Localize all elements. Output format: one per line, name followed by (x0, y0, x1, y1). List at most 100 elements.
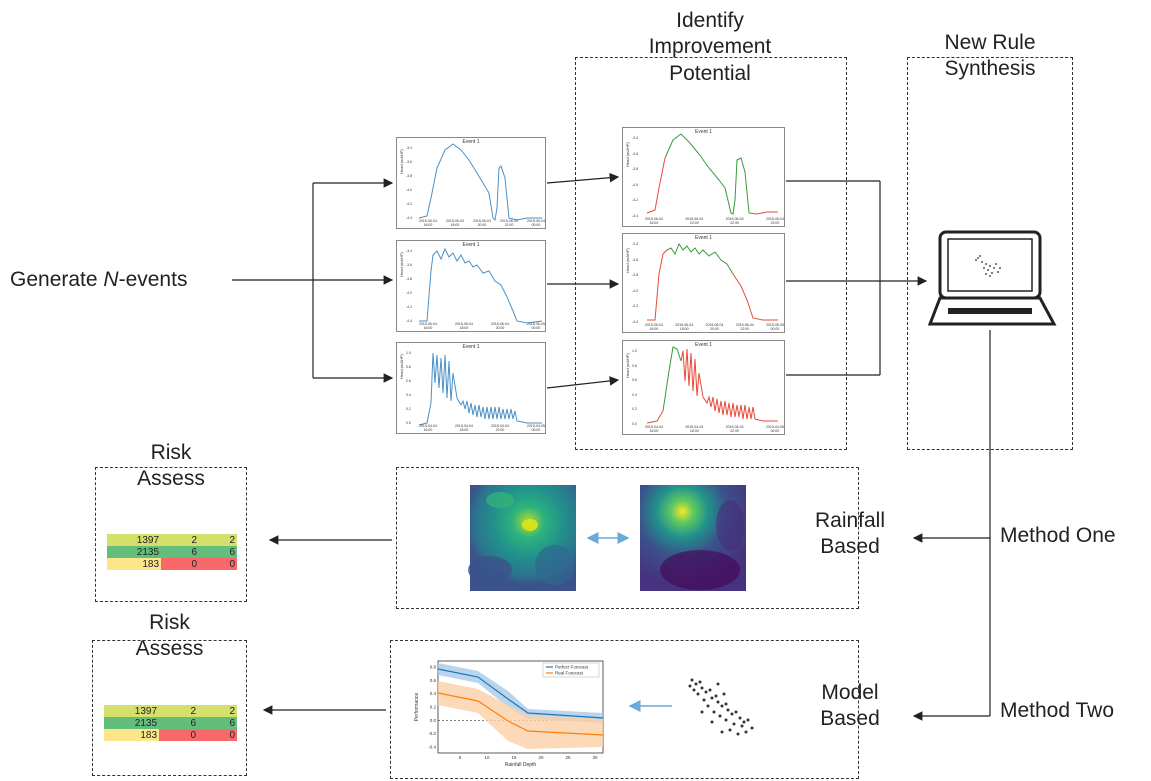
x-tick-label: 2015-06-04 16:00 (419, 219, 437, 227)
y-tick-label: -4.2 (406, 202, 413, 206)
real-band (438, 681, 603, 749)
x-tick-label: 2015-06-04 20:00 (473, 219, 491, 227)
x-tick-label: 2015-06-04 22:00 (725, 217, 744, 225)
performance-chart: 0.8 0.6 0.4 0.2 0.0 -0.2 -0.4 5 10 15 20 25 30 Rainfa… (414, 660, 604, 768)
y-tick-label: -4.2 (406, 305, 413, 309)
x-tick-label: 2015-06-04 20:00 (705, 323, 724, 331)
x-tick-label: 2015-06-04 16:00 (419, 322, 437, 330)
risk-row: 1397 2 2 (107, 534, 237, 546)
y-tick-label: 0.0 (430, 718, 437, 723)
x-tick-label: 2015-06-04 00:00 (527, 219, 545, 227)
generate-label: Generate N-events (10, 268, 188, 291)
event-line-red (646, 410, 664, 424)
event-line (418, 143, 542, 222)
x-tick-label: 20 (538, 755, 544, 760)
y-tick-label: 0.2 (632, 407, 637, 412)
risk-cell: 0 (161, 558, 200, 570)
model-box (390, 640, 859, 779)
x-tick-label: 2015-06-04 18:00 (446, 219, 464, 227)
y-tick-label: 0.0 (406, 421, 411, 425)
y-tick-label: -4.0 (406, 188, 413, 192)
risk-heading-top: Risk Assess (137, 441, 205, 491)
legend-box (542, 662, 600, 678)
real-line (437, 692, 604, 736)
y-tick-label: 0.0 (632, 422, 637, 426)
risk-cell: 183 (104, 729, 160, 741)
x-tick-label: 2015-04-05 00:00 (766, 425, 784, 433)
event-plot-right-3: Event 1 Head (mAHP) 1.0 0.8 0.6 0.4 0.2 0.0 20… (622, 340, 785, 435)
event-plot-title: Event 1 (695, 342, 712, 348)
y-tick-label: -3.6 (406, 160, 413, 164)
y-tick-label: -4.2 (632, 198, 639, 203)
identify-heading: Identify Improvement Potential (648, 9, 772, 85)
event-line-red (647, 249, 668, 321)
event-line-red (732, 273, 778, 321)
y-tick-label: -3.8 (632, 167, 639, 172)
y-tick-label: 0.8 (406, 365, 411, 369)
event-plot-left-3: Event 1 Head (mAHP) 1.0 0.8 0.6 0.4 0.2 0.0 20… (396, 342, 546, 434)
y-tick-label: -4.4 (632, 214, 639, 218)
y-tick-label: -4.0 (632, 288, 639, 293)
event-line-green (662, 346, 682, 412)
risk-cell: 6 (161, 546, 200, 558)
x-tick-label: 2015-06-04 22:00 (685, 217, 704, 225)
risk-cell: 2 (199, 534, 237, 546)
risk-cell: 1397 (107, 534, 162, 546)
perfect-line (437, 668, 604, 719)
y-tick-label: 0.6 (406, 379, 411, 383)
risk-cell: 1397 (104, 705, 160, 717)
network-scatter-icon (975, 255, 1001, 277)
x-tick-label: 2015-06-04 22:00 (735, 323, 754, 331)
risk-cell: 6 (199, 546, 237, 558)
risk-row: 2135 6 6 (107, 546, 237, 558)
x-tick-label: 2015-04-04 18:00 (455, 424, 473, 432)
x-tick-label: 2015-06-04 18:00 (675, 323, 694, 331)
y-tick-label: -4.4 (406, 319, 413, 323)
method-one-label: Method One (1000, 524, 1116, 547)
x-tick-label: 2015-06-04 16:00 (645, 323, 663, 331)
y-tick-label: -3.4 (406, 146, 413, 150)
risk-heading-bottom: Risk Assess (135, 611, 204, 661)
y-tick-label: -3.4 (632, 136, 639, 140)
event-plot-title: Event 1 (695, 129, 712, 135)
event-line-red (680, 348, 778, 422)
y-tick-label: -4.0 (632, 182, 639, 187)
event-plot-title: Event 1 (462, 242, 480, 248)
y-tick-label: 0.8 (632, 363, 637, 368)
event-plot-right-2: Event 1 Head (mAHP) -3.4 -3.6 -3.8 -4.0 -4.2… (622, 233, 785, 333)
x-tick-label: 2015-04-04 22:00 (725, 425, 744, 433)
event-plot-left-1: Event 1 Head (mAHP) -3.4 -3.6 -3.8 -4.0 -4.2… (396, 137, 546, 229)
x-tick-label: 5 (459, 755, 462, 760)
risk-cell: 0 (199, 558, 237, 570)
x-tick-label: 2015-06-04 22:00 (500, 219, 518, 227)
x-axis-label: Rainfall Depth (505, 762, 537, 768)
event-line-green (664, 133, 750, 215)
risk-cell: 0 (159, 729, 198, 741)
event-line (419, 247, 543, 324)
y-tick-label: -4.4 (406, 216, 413, 220)
y-tick-label: -3.4 (406, 249, 413, 253)
event-plot-left-2: Event 1 Head (mAHP) -3.4 -3.6 -3.8 -4.0 -4.2… (396, 240, 546, 332)
event-plot-right-1: Event 1 Head (mAHP) -3.4 -3.6 -3.8 -4.0 -4.2… (622, 127, 785, 227)
event-plot-title: Event 1 (462, 344, 480, 350)
x-tick-label: 10 (484, 755, 490, 760)
synthesis-heading: New Rule Synthesis (944, 31, 1036, 81)
y-tick-label: -3.8 (632, 273, 639, 278)
y-tick-label: 0.4 (430, 691, 437, 696)
risk-cell: 6 (198, 717, 237, 729)
x-tick-label: 2015-06-04 18:00 (455, 322, 473, 330)
event-line (418, 352, 542, 426)
risk-cell: 2135 (107, 546, 162, 558)
risk-cell: 2 (159, 705, 198, 717)
x-tick-label: 2015-06-04 22:00 (766, 217, 784, 225)
y-tick-label: 0.6 (430, 678, 437, 683)
x-tick-label: 2015-06-05 00:00 (527, 322, 545, 330)
risk-row: 1397 2 2 (104, 705, 237, 717)
rainfall-map-observed (468, 485, 576, 591)
y-tick-label: -4.0 (406, 291, 413, 295)
y-tick-label: -4.2 (632, 304, 639, 309)
y-tick-label: 0.4 (406, 393, 411, 397)
risk-table-bottom: 1397 2 2 2135 6 6 183 0 0 (104, 705, 237, 741)
risk-box-top (95, 467, 247, 602)
event-line-green (666, 242, 734, 275)
